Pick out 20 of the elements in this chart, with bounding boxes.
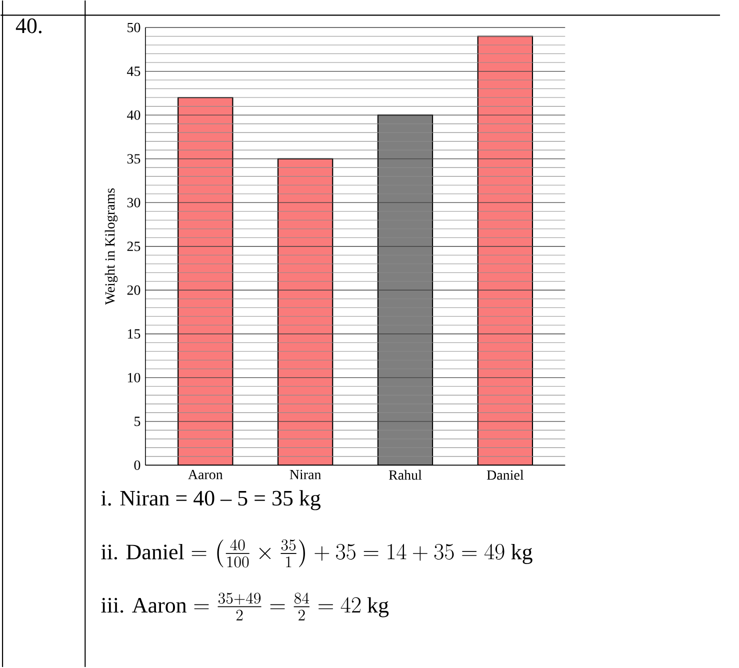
- y-tick-label: 25: [127, 242, 140, 252]
- y-axis-title: Weight in Kilograms: [104, 188, 118, 306]
- x-tick-label: Daniel: [486, 470, 524, 480]
- y-tick-label: 45: [127, 66, 140, 76]
- y-tick-label: 30: [127, 198, 140, 208]
- text: $\mbox{ii. Daniel} = \left(\frac{40}{100}\times\frac{35}{1}\right)+35=14+35=49\mbox{ kg}$: [101, 540, 532, 568]
- y-tick-label: 35: [127, 154, 140, 164]
- text: i. Niran = 40 – 5 = 35 kg: [101, 490, 320, 510]
- text: 40.: [16, 18, 42, 34]
- x-tick-label: Rahul: [388, 470, 422, 480]
- y-tick-label: 5: [134, 416, 140, 426]
- y-tick-label: 15: [128, 329, 140, 339]
- y-tick-label: 40: [127, 110, 140, 120]
- y-tick-label: 10: [128, 373, 140, 383]
- y-tick-label: 20: [127, 286, 140, 296]
- y-tick-label: 50: [128, 23, 140, 32]
- text: $\mbox{iii. Aaron} = \frac{35+49}{2}=\frac{84}{2}=42\mbox{ kg}$: [101, 592, 389, 621]
- x-tick-label: Niran: [290, 470, 322, 480]
- y-tick-label: 0: [134, 460, 140, 470]
- x-tick-label: Aaron: [188, 470, 223, 480]
